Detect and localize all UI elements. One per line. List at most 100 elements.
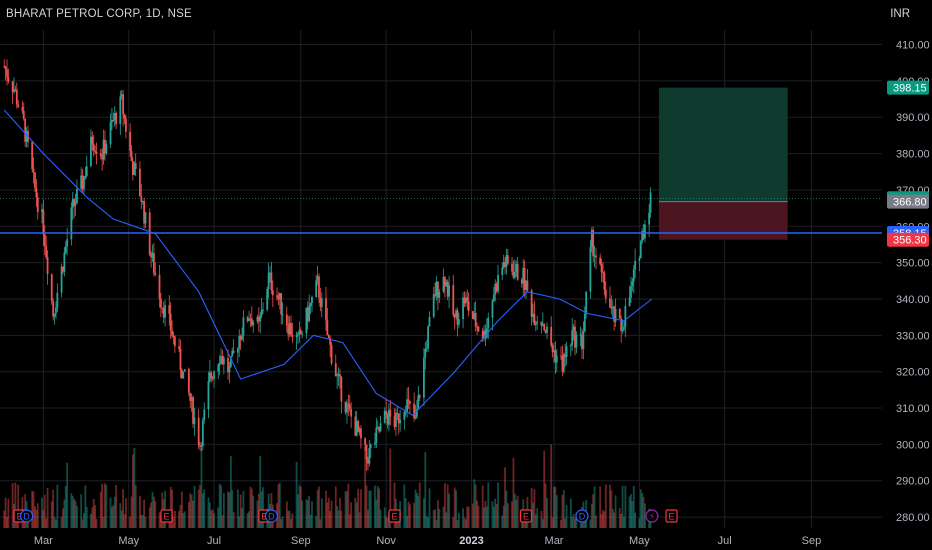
volume-bar (481, 485, 484, 528)
earnings-marker-icon[interactable]: E (160, 509, 173, 523)
svg-text:⚡: ⚡ (649, 512, 655, 522)
volume-bar (417, 495, 420, 528)
volume-bar (281, 516, 284, 528)
candle-body (182, 371, 185, 379)
candle-body (326, 320, 329, 336)
candle-body (551, 345, 554, 353)
volume-bar (347, 483, 350, 528)
candle-body (90, 136, 92, 167)
earnings-marker-icon[interactable]: E (665, 509, 678, 523)
volume-bar (7, 498, 10, 528)
candle-body (339, 374, 341, 377)
volume-bar (602, 510, 604, 528)
volume-bar (621, 485, 624, 528)
volume-bar (180, 491, 183, 528)
volume-bar (506, 503, 509, 528)
candlesticks (3, 59, 652, 471)
candle-body (297, 333, 299, 336)
candle-body (424, 348, 427, 358)
candle-body (562, 354, 565, 372)
volume-bar (631, 500, 634, 528)
volume-bar (315, 516, 318, 528)
candle-body (595, 255, 597, 258)
target-zone (658, 87, 788, 202)
candle-body (481, 331, 484, 339)
volume-bar (367, 510, 369, 528)
candle-body (438, 291, 441, 298)
candle-body (285, 314, 288, 326)
dividend-marker-icon[interactable]: D (19, 509, 34, 523)
candle-body (60, 266, 63, 293)
volume-bar (487, 482, 490, 528)
candle-body (46, 257, 49, 275)
volume-bar (189, 493, 192, 528)
volume-bar (99, 492, 102, 528)
volume-bar (297, 494, 299, 528)
volume-bar (623, 516, 625, 528)
volume-bar (122, 489, 125, 528)
candle-body (141, 201, 144, 203)
volume-bar (560, 519, 562, 528)
candle-body (94, 150, 97, 152)
candle-body (143, 201, 145, 224)
volume-bar (101, 483, 104, 528)
candle-body (92, 144, 95, 151)
volume-bar (280, 519, 283, 528)
volume-bar (288, 510, 291, 528)
volume-bar (203, 489, 206, 528)
volume-bar (130, 496, 133, 528)
volume-bar (530, 488, 533, 528)
volume-bar (427, 517, 429, 528)
candle-body (210, 372, 213, 378)
volume-bar (252, 495, 255, 528)
volume-bar (330, 500, 333, 528)
volume-bar (376, 486, 379, 528)
volume-bar (129, 516, 132, 528)
candle-body (574, 326, 576, 348)
volume-bar (533, 489, 536, 528)
volume-bar (502, 505, 505, 528)
dividend-marker-icon[interactable]: D (575, 509, 589, 523)
candle-body (347, 403, 350, 405)
volume-bar (485, 506, 488, 528)
volume-bar (132, 454, 134, 528)
candle-body (473, 312, 476, 319)
earnings-marker-icon[interactable]: E (388, 509, 401, 523)
time-tick-label: Mar (545, 535, 564, 547)
candle-body (84, 176, 87, 178)
candle-body (173, 336, 176, 347)
candle-body (325, 298, 327, 321)
candle-body (638, 258, 641, 261)
candle-body (192, 397, 194, 424)
time-tick-label: 2023 (459, 535, 483, 547)
volume-bar (414, 489, 417, 528)
candle-body (150, 254, 152, 258)
volume-bar (123, 514, 126, 528)
candle-body (130, 150, 133, 162)
candle-body (648, 212, 651, 225)
volume-bar (178, 510, 180, 528)
volume-bar (102, 516, 105, 528)
candle-body (360, 428, 362, 439)
volume-bar (115, 484, 118, 528)
volume-bar (634, 512, 637, 528)
candle-body (644, 224, 646, 239)
candle-body (457, 319, 460, 325)
volume-bar (329, 511, 332, 528)
candle-body (621, 329, 624, 331)
split-marker-icon[interactable]: ⚡ (645, 509, 659, 523)
candle-body (4, 66, 7, 70)
volume-bar (365, 485, 368, 528)
candle-body (207, 380, 210, 410)
candle-body (260, 309, 263, 316)
volume-bar (435, 519, 438, 528)
candle-body (316, 276, 319, 281)
candle-body (35, 187, 38, 198)
dividend-marker-icon[interactable]: D (264, 509, 279, 523)
earnings-marker-icon[interactable]: E (519, 509, 533, 523)
candle-body (520, 279, 523, 284)
candle-body (428, 316, 431, 327)
candle-body (534, 323, 537, 326)
candle-body (171, 330, 173, 336)
